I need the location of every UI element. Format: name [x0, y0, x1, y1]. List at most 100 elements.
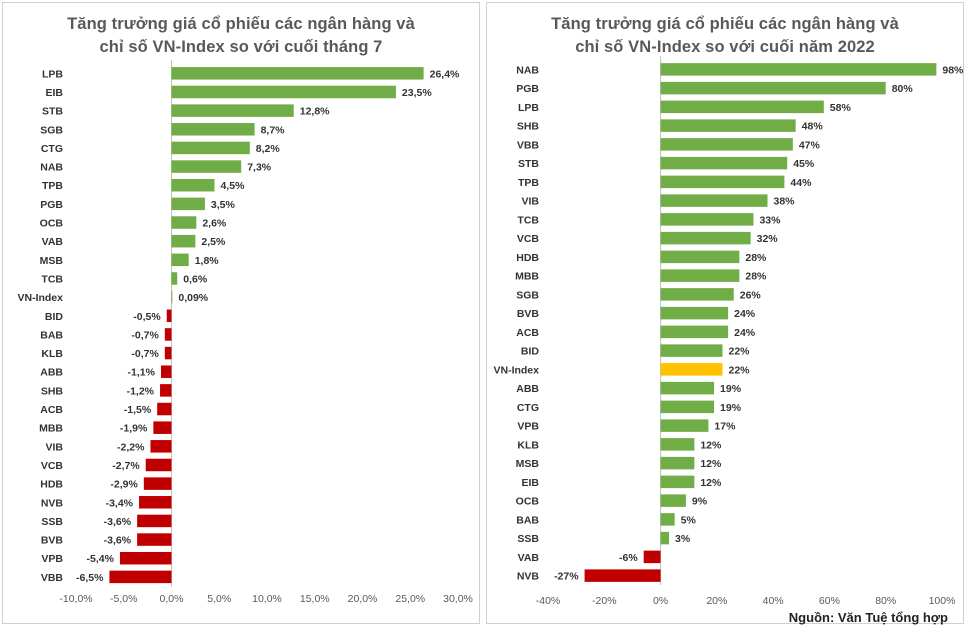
data-label: 22%: [728, 364, 750, 376]
data-label: -1,5%: [124, 404, 152, 416]
data-label: 26,4%: [430, 68, 460, 80]
bar-vab: [171, 234, 196, 248]
category-label: HDB: [516, 252, 539, 264]
bar-ssb: [660, 531, 670, 545]
category-label: OCB: [516, 496, 540, 508]
category-label: KLB: [517, 439, 539, 451]
bar-mbb: [660, 269, 740, 282]
category-label: VBB: [517, 139, 540, 151]
category-label: LPB: [42, 68, 63, 80]
category-label: SSB: [41, 516, 63, 528]
bar-vn-index: [171, 290, 173, 304]
x-tick-label: -20%: [592, 595, 617, 607]
category-label: HDB: [40, 479, 63, 491]
bar-ocb: [660, 494, 686, 507]
category-label: VPB: [517, 421, 539, 433]
data-label: 5%: [681, 514, 697, 526]
category-label: BID: [45, 311, 64, 323]
chart-title-month: Tăng trưởng giá cổ phiếu các ngân hàng v…: [67, 15, 415, 56]
data-label: -3,6%: [104, 516, 132, 528]
data-label: 48%: [802, 121, 824, 133]
data-label: 33%: [759, 214, 781, 226]
x-tick-label: 0%: [653, 595, 668, 607]
data-label: 12%: [700, 439, 722, 451]
bar-msb: [660, 456, 695, 470]
x-tick-label: 40%: [763, 595, 784, 607]
bar-stb: [171, 104, 294, 117]
category-label: PGB: [40, 199, 63, 211]
data-label: 12%: [700, 458, 722, 470]
data-label: 2,6%: [202, 218, 227, 230]
x-tick-label: 0,0%: [160, 593, 184, 605]
category-label: VIB: [521, 196, 539, 208]
data-label: 98%: [942, 64, 964, 76]
category-label: MSB: [40, 255, 64, 267]
x-tick-label: 60%: [819, 595, 840, 607]
bar-nvb: [584, 569, 661, 582]
x-tick-label: -5,0%: [110, 593, 137, 605]
data-label: 58%: [830, 102, 852, 114]
x-tick-label: 30,0%: [443, 593, 473, 605]
bar-eib: [660, 475, 695, 489]
bar-klb: [660, 438, 695, 451]
data-label: 8,7%: [261, 124, 286, 136]
bar-tpb: [660, 175, 785, 189]
bar-bab: [164, 328, 172, 341]
bar-ctg: [660, 400, 715, 414]
bar-vpb: [660, 419, 709, 432]
data-label: 44%: [790, 177, 812, 189]
data-label: 24%: [734, 308, 756, 320]
data-label: 45%: [793, 158, 815, 170]
data-label: 17%: [714, 421, 736, 433]
data-label: -2,9%: [110, 479, 138, 491]
bar-klb: [164, 346, 172, 360]
data-label: 32%: [757, 233, 779, 245]
bar-pgb: [660, 81, 886, 95]
bar-mbb: [153, 421, 172, 434]
x-tick-label: 25,0%: [395, 593, 425, 605]
bar-nab: [171, 160, 242, 173]
category-label: VAB: [518, 552, 540, 564]
data-label: 22%: [728, 346, 750, 358]
bar-ocb: [171, 216, 197, 229]
data-label: -3,6%: [104, 535, 132, 547]
bar-vbb: [660, 138, 793, 151]
category-label: BVB: [517, 308, 540, 320]
category-label: TPB: [42, 180, 63, 192]
bar-vcb: [660, 231, 751, 245]
category-label: NVB: [517, 571, 540, 583]
bar-bid: [166, 309, 172, 323]
bar-vab: [643, 550, 661, 564]
category-label: MBB: [515, 271, 539, 283]
source-note: Nguồn: Văn Tuệ tổng hợp: [788, 610, 948, 625]
bar-vib: [150, 440, 172, 453]
bar-shb: [160, 384, 172, 397]
data-label: 4,5%: [220, 180, 245, 192]
bar-vbb: [109, 570, 172, 584]
bar-eib: [171, 85, 396, 99]
category-label: ABB: [40, 367, 63, 379]
category-label: STB: [42, 106, 63, 118]
category-label: TCB: [41, 273, 63, 285]
bar-hdb: [143, 477, 172, 490]
category-label: SHB: [41, 385, 64, 397]
bar-lpb: [660, 100, 824, 114]
data-label: 28%: [745, 271, 767, 283]
x-tick-label: 10,0%: [252, 593, 282, 605]
data-label: -1,9%: [120, 423, 148, 435]
x-tick-label: 20%: [706, 595, 727, 607]
data-label: 0,6%: [183, 273, 208, 285]
data-label: 24%: [734, 327, 756, 339]
category-label: VCB: [41, 460, 64, 472]
data-label: 2,5%: [201, 236, 226, 248]
bar-hdb: [660, 250, 740, 264]
bar-lpb: [171, 67, 424, 80]
data-label: -0,7%: [131, 329, 159, 341]
x-tick-label: 15,0%: [300, 593, 330, 605]
category-label: SSB: [517, 533, 539, 545]
x-tick-label: 5,0%: [207, 593, 231, 605]
data-label: -6%: [619, 552, 638, 564]
category-label: SGB: [40, 124, 63, 136]
data-label: 0,09%: [178, 292, 208, 304]
data-label: 8,2%: [256, 143, 281, 155]
